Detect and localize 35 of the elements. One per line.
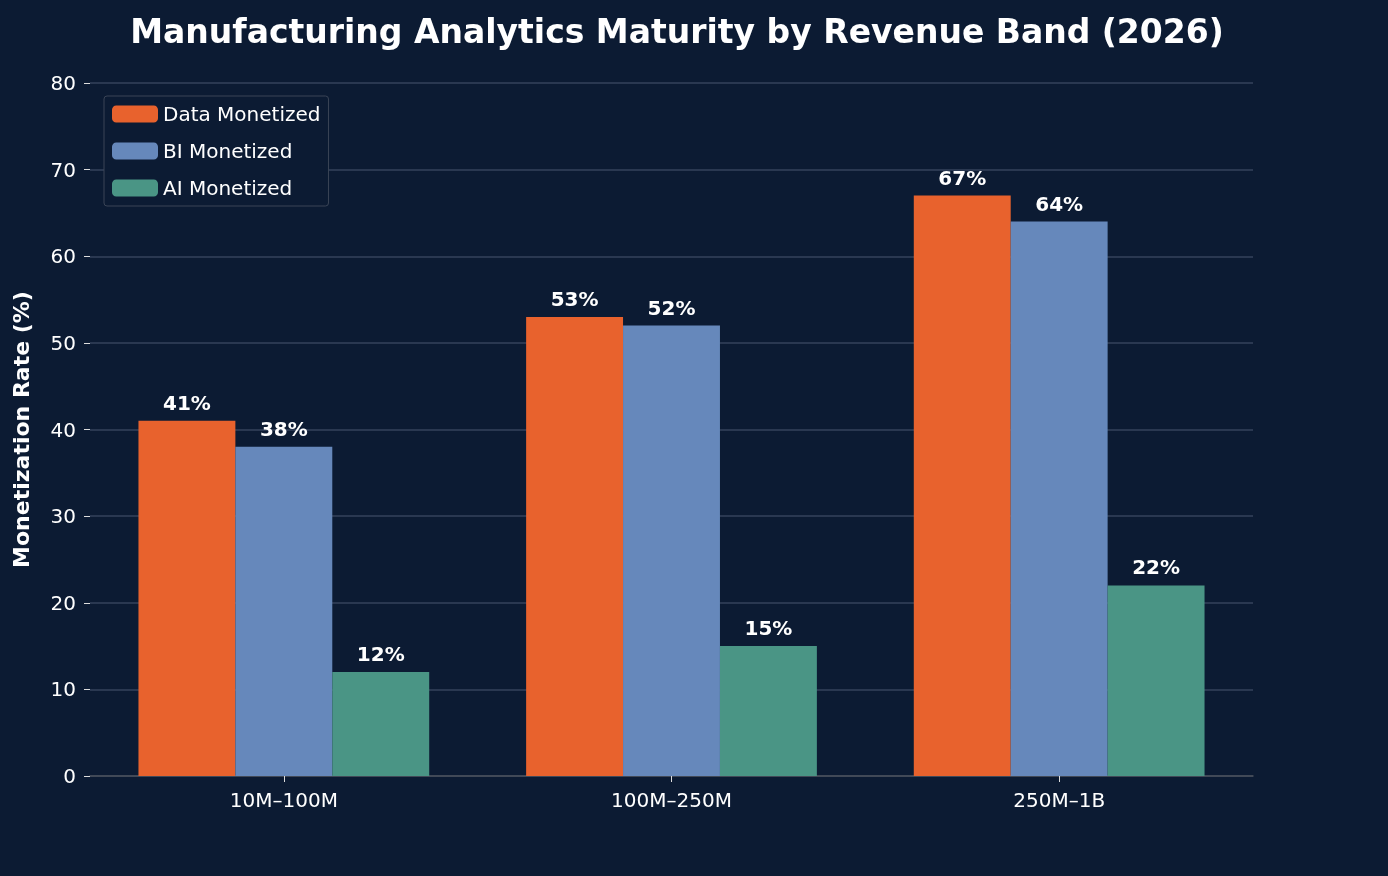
bar — [719, 646, 817, 776]
legend-label: BI Monetized — [163, 139, 293, 163]
data-label: 64% — [1035, 191, 1084, 216]
bar — [1010, 221, 1108, 776]
y-tick-label: 50 — [50, 330, 76, 355]
chart-title: Manufacturing Analytics Maturity by Revenue Band (2026) — [130, 12, 1224, 51]
x-tick-label: 100M–250M — [611, 788, 732, 812]
y-axis-title: Monetization Rate (%) — [8, 291, 34, 568]
y-tick-label: 30 — [50, 504, 76, 529]
legend-label: AI Monetized — [163, 176, 293, 200]
legend-label: Data Monetized — [163, 102, 321, 126]
data-label: 12% — [356, 642, 405, 667]
y-tick-label: 40 — [50, 417, 76, 442]
data-label: 52% — [647, 295, 696, 320]
y-tick-label: 80 — [50, 71, 76, 95]
data-label: 22% — [1132, 555, 1181, 580]
y-tick-label: 70 — [50, 157, 76, 182]
bar — [235, 446, 333, 776]
x-tick-label: 10M–100M — [229, 788, 338, 812]
data-label: 38% — [259, 416, 308, 441]
y-tick-label: 20 — [50, 590, 76, 615]
y-tick-label: 10 — [50, 677, 76, 702]
bar — [138, 420, 236, 776]
x-tick-label: 250M–1B — [1013, 788, 1106, 812]
bar — [526, 316, 624, 776]
y-tick-label: 60 — [50, 244, 76, 269]
data-label: 67% — [938, 165, 987, 190]
bar — [623, 325, 720, 776]
data-label: 41% — [162, 390, 211, 415]
y-tick-label: 0 — [63, 764, 76, 788]
bar — [332, 672, 430, 776]
data-label: 15% — [744, 616, 793, 641]
bar — [913, 195, 1011, 776]
data-label: 53% — [550, 286, 599, 311]
bar — [1107, 585, 1205, 776]
